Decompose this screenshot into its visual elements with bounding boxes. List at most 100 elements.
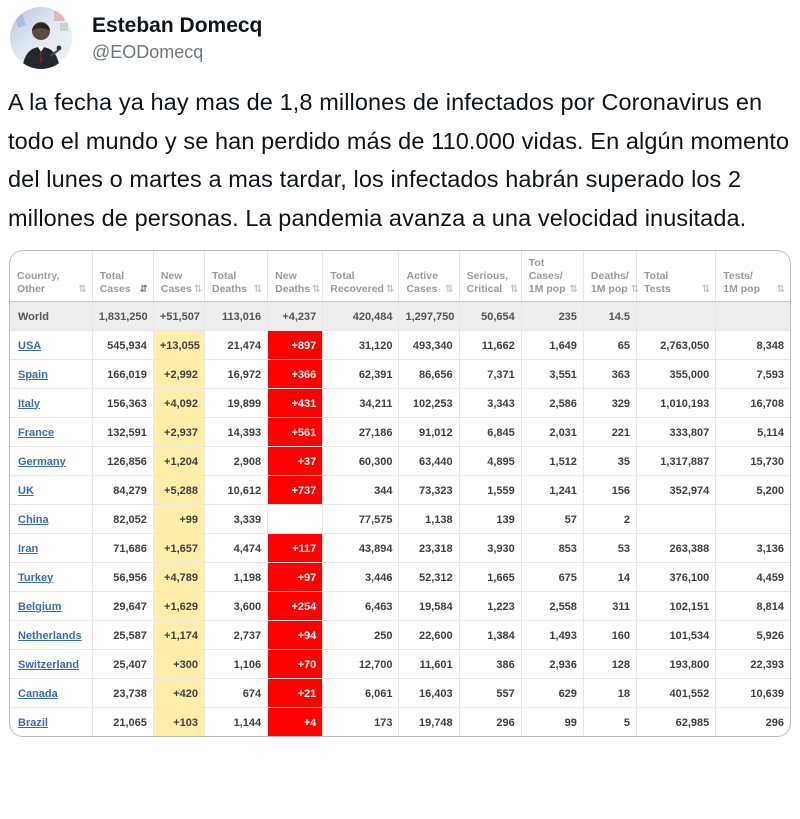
country-link[interactable]: Germany xyxy=(18,455,66,468)
col-header-tests-per-1m[interactable]: Tests/ 1M pop ⇅ xyxy=(715,251,790,302)
active-cases-cell: 19,748 xyxy=(398,707,460,736)
table-row: Turkey 56,956 +4,789 1,198 +97 3,446 52,312 1,6… xyxy=(10,562,790,592)
total-recovered-cell: 27,186 xyxy=(322,417,400,447)
col-header-cases-per-1m[interactable]: Tot Cases/ 1M pop ⇅ xyxy=(521,251,584,302)
total-recovered-cell: 12,700 xyxy=(322,649,400,679)
col-header-serious-critical[interactable]: Serious, Critical ⇅ xyxy=(459,251,522,302)
country-link[interactable]: Turkey xyxy=(18,571,54,584)
serious-critical-cell: 1,665 xyxy=(459,562,522,592)
total-deaths-cell: 1,198 xyxy=(204,562,269,592)
cases-per-1m-cell: 3,551 xyxy=(521,359,584,389)
col-header-total-cases[interactable]: Total Cases ⇵ xyxy=(92,251,154,302)
country-link[interactable]: Spain xyxy=(18,368,48,381)
sort-active-icon: ⇵ xyxy=(139,284,148,295)
total-cases-cell: 156,363 xyxy=(92,388,154,418)
total-deaths-cell: 21,474 xyxy=(204,330,269,360)
country-link[interactable]: USA xyxy=(18,339,42,352)
active-cases-cell: 1,138 xyxy=(398,504,460,534)
cases-per-1m-cell: 1,649 xyxy=(521,330,584,360)
country-link[interactable]: Italy xyxy=(18,397,41,410)
total-cases-cell: 132,591 xyxy=(92,417,154,447)
sort-icon: ⇅ xyxy=(630,284,640,295)
active-cases-cell: 102,253 xyxy=(398,388,460,418)
total-tests-cell: 333,807 xyxy=(636,417,717,447)
col-header-new-cases[interactable]: New Cases ⇅ xyxy=(153,251,205,302)
table-row: Switzerland 25,407 +300 1,106 +70 12,700 11,60… xyxy=(10,649,790,679)
cases-per-1m-cell: 1,512 xyxy=(521,446,584,476)
col-header-total-deaths[interactable]: Total Deaths ⇅ xyxy=(204,251,269,302)
total-recovered-cell: 6,061 xyxy=(322,678,400,708)
deaths-per-1m-cell: 128 xyxy=(583,649,638,679)
country-link[interactable]: Iran xyxy=(18,542,39,555)
deaths-per-1m-cell: 14 xyxy=(583,562,638,592)
active-cases-cell: 11,601 xyxy=(398,649,460,679)
active-cases-cell: 16,403 xyxy=(398,678,460,708)
table-row: UK 84,279 +5,288 10,612 +737 344 73,323 1,559 1,… xyxy=(10,475,790,505)
cases-per-1m-cell: 2,031 xyxy=(521,417,584,447)
total-recovered-cell: 34,211 xyxy=(322,388,400,418)
country-link[interactable]: Netherlands xyxy=(18,629,82,642)
deaths-per-1m-cell: 5 xyxy=(583,707,638,736)
total-deaths-cell: 19,899 xyxy=(204,388,269,418)
country-link[interactable]: Belgium xyxy=(18,600,62,613)
new-cases-cell: +300 xyxy=(153,649,205,679)
sort-icon: ⇅ xyxy=(445,284,454,295)
total-tests-cell xyxy=(636,504,717,534)
table-row: Canada 23,738 +420 674 +21 6,061 16,403 557 629 1… xyxy=(10,678,790,708)
total-deaths-cell: 1,144 xyxy=(204,707,269,736)
active-cases-cell: 19,584 xyxy=(398,591,460,621)
tests-per-1m-cell: 296 xyxy=(715,707,790,736)
total-cases-cell: 545,934 xyxy=(92,330,154,360)
table-row: USA 545,934 +13,055 21,474 +897 31,120 493,340… xyxy=(10,330,790,360)
new-deaths-cell: +4 xyxy=(267,707,324,736)
new-deaths-cell: +897 xyxy=(267,330,324,360)
country-link[interactable]: UK xyxy=(18,484,34,497)
country-link[interactable]: Brazil xyxy=(18,716,48,729)
total-deaths-cell: 14,393 xyxy=(204,417,269,447)
active-cases-cell: 91,012 xyxy=(398,417,460,447)
country-link[interactable]: France xyxy=(18,426,55,439)
total-recovered-cell: 31,120 xyxy=(322,330,400,360)
avatar[interactable] xyxy=(10,7,72,69)
total-deaths-cell: 10,612 xyxy=(204,475,269,505)
user-handle[interactable]: @EODomecq xyxy=(92,42,204,62)
total-cases-cell: 23,738 xyxy=(92,678,154,708)
country-link[interactable]: Canada xyxy=(18,687,58,700)
serious-critical-cell: 50,654 xyxy=(459,301,522,331)
total-recovered-cell: 344 xyxy=(322,475,400,505)
new-deaths-cell: +70 xyxy=(267,649,324,679)
active-cases-cell: 22,600 xyxy=(398,620,460,650)
tweet-text: A la fecha ya hay mas de 1,8 millones de… xyxy=(8,89,790,231)
identity-block: Esteban Domecq @EODomecq xyxy=(92,7,262,65)
active-cases-cell: 63,440 xyxy=(398,446,460,476)
cases-per-1m-cell: 675 xyxy=(521,562,584,592)
new-cases-cell: +1,629 xyxy=(153,591,205,621)
col-header-total-recovered[interactable]: Total Recovered ⇅ xyxy=(322,251,400,302)
table-row: Iran 71,686 +1,657 4,474 +117 43,894 23,318 3,9… xyxy=(10,533,790,563)
country-link[interactable]: China xyxy=(18,513,49,526)
total-tests-cell: 355,000 xyxy=(636,359,717,389)
deaths-per-1m-cell: 156 xyxy=(583,475,638,505)
covid-table-body: World 1,831,250 +51,507 113,016 +4,237 420,48… xyxy=(10,301,790,736)
active-cases-cell: 1,297,750 xyxy=(398,301,460,331)
col-header-deaths-per-1m[interactable]: Deaths/ 1M pop ⇅ xyxy=(583,251,640,302)
tests-per-1m-cell: 8,814 xyxy=(715,591,790,621)
tests-per-1m-cell: 5,926 xyxy=(715,620,790,650)
serious-critical-cell: 6,845 xyxy=(459,417,522,447)
tests-per-1m-cell: 7,593 xyxy=(715,359,790,389)
col-header-country[interactable]: Country, Other ⇅ xyxy=(10,251,93,302)
display-name[interactable]: Esteban Domecq xyxy=(92,14,263,37)
total-cases-cell: 25,407 xyxy=(92,649,154,679)
new-cases-cell: +4,789 xyxy=(153,562,205,592)
total-deaths-cell: 3,339 xyxy=(204,504,269,534)
serious-critical-cell: 557 xyxy=(459,678,522,708)
country-link[interactable]: Switzerland xyxy=(18,658,80,671)
total-tests-cell: 352,974 xyxy=(636,475,717,505)
new-cases-cell: +1,204 xyxy=(153,446,205,476)
deaths-per-1m-cell: 18 xyxy=(583,678,638,708)
serious-critical-cell: 296 xyxy=(459,707,522,736)
col-header-new-deaths[interactable]: New Deaths ⇅ xyxy=(267,251,324,302)
col-header-total-tests[interactable]: Total Tests ⇅ xyxy=(636,251,717,302)
col-header-active-cases[interactable]: Active Cases ⇅ xyxy=(398,251,460,302)
total-tests-cell: 1,010,193 xyxy=(636,388,717,418)
